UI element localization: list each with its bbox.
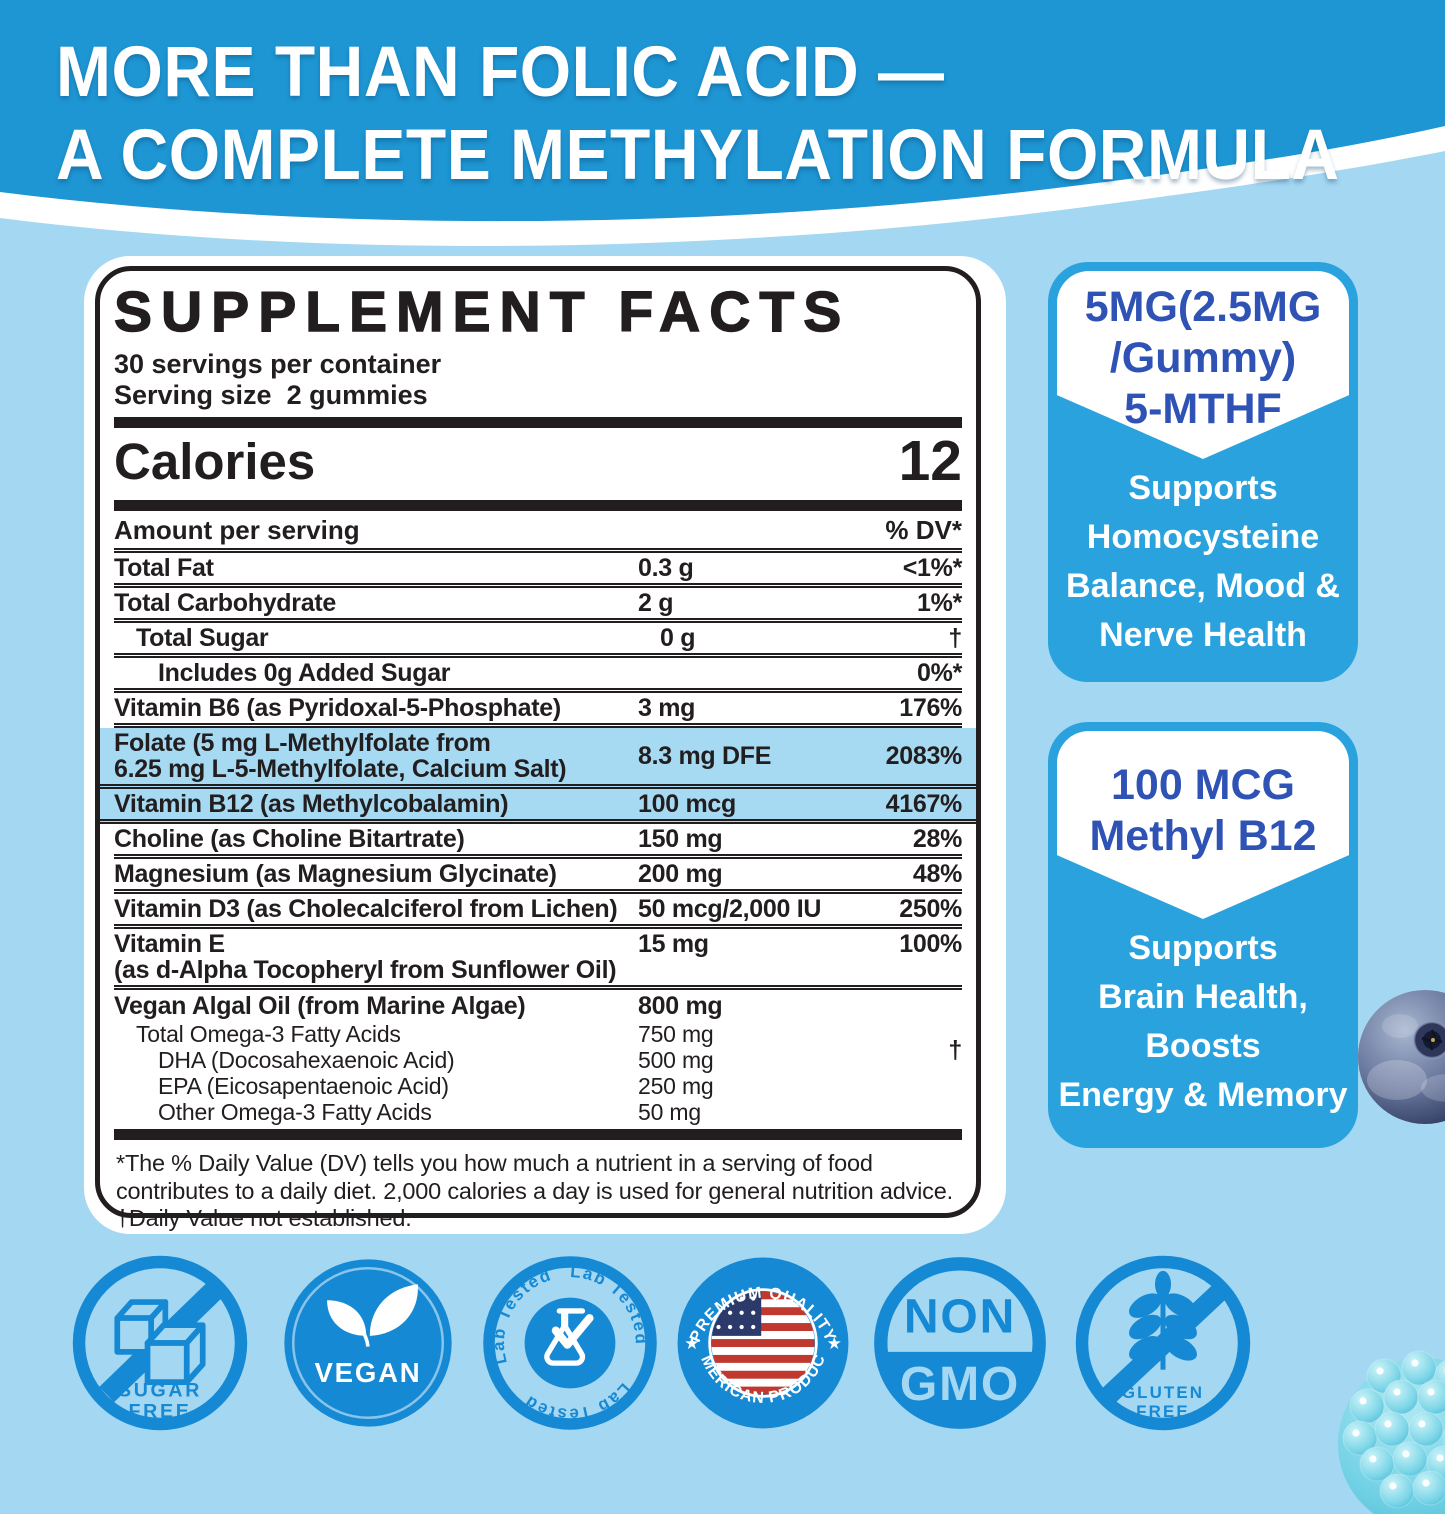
blueberry-image — [1358, 990, 1445, 1124]
svg-text:GLUTEN: GLUTEN — [1122, 1383, 1204, 1402]
headline: MORE THAN FOLIC ACID — A COMPLETE METHYL… — [56, 30, 1340, 196]
thick-rule — [114, 500, 962, 511]
table-row: Total Carbohydrate 2 g 1%* — [114, 588, 962, 623]
thick-rule — [114, 1129, 962, 1140]
callout-b12-heading: 100 MCG Methyl B12 — [1089, 761, 1317, 860]
table-row: Total Fat 0.3 g <1%* — [114, 553, 962, 588]
gluten-free-badge-icon: GLUTEN FREE — [1075, 1255, 1251, 1431]
table-row-highlighted-b12: Vitamin B12 (as Methylcobalamin) 100 mcg… — [100, 789, 976, 824]
star-icon: ★ — [684, 1334, 699, 1353]
star-icon: ★ — [827, 1334, 842, 1353]
table-row-highlighted-folate: Folate (5 mg L-Methylfolate from 6.25 mg… — [100, 728, 976, 789]
table-row-vitamin-e: Vitamin E (as d-Alpha Tocopheryl from Su… — [114, 929, 962, 990]
calories-label: Calories — [114, 433, 316, 490]
gummy-image — [1338, 1350, 1445, 1514]
vegan-badge-icon: VEGAN — [284, 1259, 452, 1427]
table-row: Includes 0g Added Sugar 0%* — [114, 658, 962, 693]
servings-per-container: 30 servings per container — [114, 349, 442, 379]
table-row: Vitamin B6 (as Pyridoxal-5-Phosphate) 3 … — [114, 693, 962, 728]
premium-quality-american-product-badge-icon: PREMIUM QUALITY AMERICAN PRODUCT ★ ★ — [674, 1254, 849, 1429]
callout-methyl-b12: 100 MCG Methyl B12 Supports Brain Health… — [1048, 722, 1358, 1148]
lab-tested-badge-icon: Lab Tested Lab Tested Lab Tested — [483, 1256, 657, 1430]
dv-footnote: *The % Daily Value (DV) tells you how mu… — [116, 1150, 953, 1231]
header-wave-background — [0, 0, 1445, 262]
calories-value: 12 — [898, 429, 962, 493]
table-row: Choline (as Choline Bitartrate) 150 mg 2… — [114, 824, 962, 859]
table-row: Total Sugar 0 g † — [114, 623, 962, 658]
svg-text:GMO: GMO — [900, 1357, 1020, 1411]
sugar-free-badge-icon: SUGAR FREE — [72, 1255, 248, 1431]
callout-b12-body: Supports Brain Health, Boosts Energy & M… — [1058, 929, 1348, 1114]
svg-text:VEGAN: VEGAN — [315, 1357, 422, 1388]
facts-title: SUPPLEMENT FACTS — [113, 280, 851, 344]
svg-text:FREE: FREE — [129, 1401, 192, 1423]
callout-5mthf-heading: 5MG(2.5MG /Gummy) 5-MTHF — [1084, 283, 1322, 433]
non-gmo-badge-icon: NON GMO — [874, 1257, 1046, 1429]
callout-5mthf: 5MG(2.5MG /Gummy) 5-MTHF Supports Homocy… — [1048, 262, 1358, 682]
serving-size: Serving size 2 gummies — [114, 380, 428, 410]
dv-header: % DV* — [885, 515, 962, 545]
calories-row: Calories 12 — [114, 430, 962, 494]
table-header-row: Amount per serving % DV* — [114, 513, 962, 553]
amount-per-serving-header: Amount per serving — [114, 515, 360, 545]
svg-text:NON: NON — [904, 1289, 1016, 1343]
table-row-algal-oil-block: Vegan Algal Oil (from Marine Algae) Tota… — [114, 992, 962, 1125]
headline-line2: A COMPLETE METHYLATION FORMULA — [56, 114, 1340, 195]
headline-line1: MORE THAN FOLIC ACID — — [56, 31, 945, 111]
svg-text:FREE: FREE — [1136, 1402, 1190, 1421]
table-row: Magnesium (as Magnesium Glycinate) 200 m… — [114, 859, 962, 894]
thick-rule — [114, 417, 962, 428]
svg-text:SUGAR: SUGAR — [118, 1379, 202, 1401]
supplement-facts-panel: SUPPLEMENT FACTS 30 servings per contain… — [95, 266, 981, 1231]
callout-5mthf-body: Supports Homocysteine Balance, Mood & Ne… — [1066, 469, 1340, 654]
table-row: Vitamin D3 (as Cholecalciferol from Lich… — [114, 894, 962, 929]
